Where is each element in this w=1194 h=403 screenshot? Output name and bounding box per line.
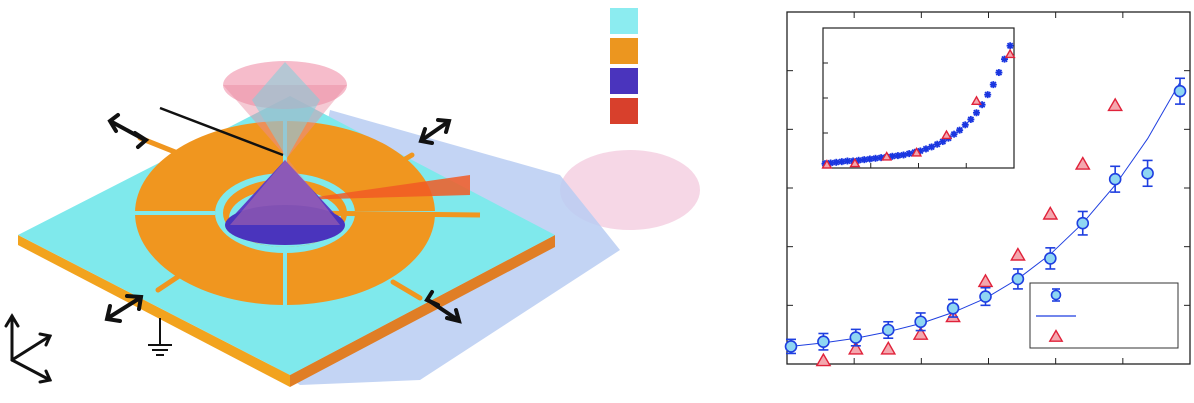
swatch-purple xyxy=(610,68,638,94)
inset-triangle-point xyxy=(970,95,982,106)
circle-point xyxy=(849,331,863,344)
triangle-point xyxy=(1010,247,1026,261)
inset-triangle-point xyxy=(881,151,893,161)
legend-marks xyxy=(1036,288,1076,342)
asterisk-point xyxy=(928,143,936,151)
circle-point xyxy=(817,335,830,349)
asterisk-point xyxy=(989,81,997,89)
pointer-line xyxy=(159,106,284,157)
asterisk-point xyxy=(900,151,908,159)
triangle-point xyxy=(1107,97,1124,112)
circle-point xyxy=(784,340,798,353)
asterisk-point xyxy=(933,140,941,148)
inset-series xyxy=(821,42,1016,169)
asterisk-point xyxy=(995,69,1003,77)
circle-point xyxy=(881,323,895,337)
circle-point xyxy=(979,290,992,303)
asterisk-point xyxy=(961,121,969,129)
upper-cone-inner xyxy=(252,62,320,158)
circle-point xyxy=(1011,272,1025,286)
asterisk-point xyxy=(967,115,975,123)
asterisk-point xyxy=(832,158,840,166)
asterisk-point xyxy=(950,130,958,138)
ground-symbol xyxy=(148,318,172,356)
asterisk-point xyxy=(922,145,930,153)
double-arrows xyxy=(104,113,462,324)
asterisk-point xyxy=(984,91,992,99)
swatch-orange xyxy=(610,38,638,64)
inset-ticks xyxy=(823,62,967,168)
circle-point xyxy=(914,315,927,329)
circle-point xyxy=(1108,172,1122,186)
inset-triangle-point xyxy=(849,157,861,168)
triangle-point xyxy=(912,326,929,340)
purple-cone-base xyxy=(225,205,345,245)
slab-side-left xyxy=(18,235,290,387)
device-schematic xyxy=(4,61,700,387)
circle-point xyxy=(1044,252,1057,265)
asterisk-point xyxy=(905,150,913,158)
triangle-point xyxy=(815,352,832,367)
legend-circle xyxy=(1050,289,1062,301)
triangle-point xyxy=(977,273,994,288)
coordinate-axes xyxy=(4,313,53,384)
swatch-red xyxy=(610,98,638,124)
slab-side-right xyxy=(290,235,555,387)
inset-triangle-point xyxy=(1004,48,1016,59)
inset-frame xyxy=(822,27,1015,169)
lower-cone xyxy=(230,158,340,225)
main-ticks xyxy=(787,12,1190,364)
triangle-point xyxy=(880,340,897,355)
main-series xyxy=(784,77,1187,367)
inset-triangle-point xyxy=(941,129,953,140)
triangle-point xyxy=(1042,205,1059,220)
asterisk-point xyxy=(939,138,947,146)
circle-point xyxy=(1141,167,1154,180)
asterisk-point xyxy=(1006,42,1014,50)
asterisk-point xyxy=(956,126,964,134)
laser-beam xyxy=(295,175,470,200)
inset-triangle-point xyxy=(911,146,923,157)
inset-triangle-point xyxy=(821,159,833,169)
swatch-cyan xyxy=(610,8,638,34)
circle-point xyxy=(946,301,960,315)
circle-point xyxy=(1076,216,1090,230)
triangle-point xyxy=(1074,156,1091,170)
triangle-point xyxy=(847,340,864,355)
asterisk-point xyxy=(972,109,980,117)
circle-point xyxy=(1173,84,1187,98)
legend-triangle xyxy=(1048,329,1064,342)
shadow-blob xyxy=(560,150,700,230)
